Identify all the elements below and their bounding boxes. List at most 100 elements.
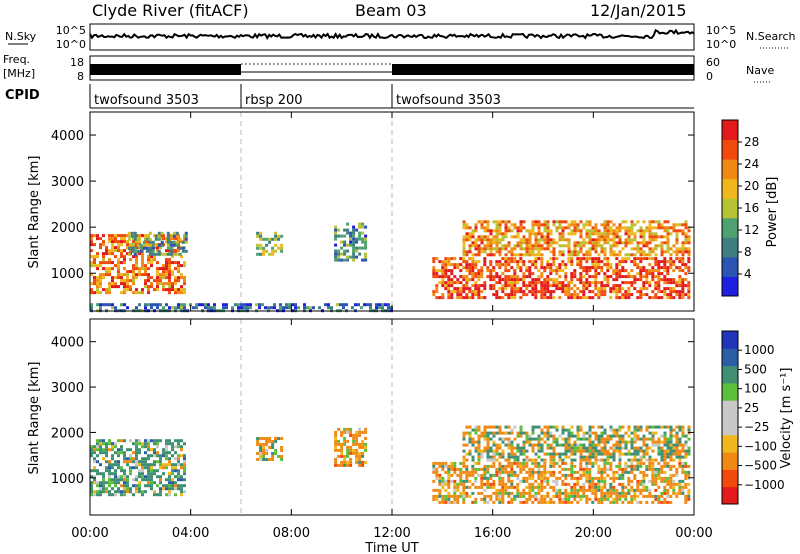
- echo-cell: [564, 244, 568, 248]
- echo-cell: [624, 226, 628, 230]
- echo-cell: [570, 476, 574, 480]
- echo-cell: [468, 272, 472, 276]
- echo-cell: [486, 247, 490, 251]
- echo-cell: [597, 263, 601, 267]
- echo-cell: [528, 284, 532, 288]
- echo-cell: [441, 296, 445, 300]
- echo-cell: [171, 273, 174, 277]
- echo-cell: [117, 448, 120, 452]
- echo-cell: [492, 485, 496, 489]
- echo-cell: [675, 452, 679, 456]
- echo-cell: [648, 455, 652, 459]
- echo-cell: [117, 475, 120, 479]
- echo-cell: [280, 243, 284, 247]
- echo-cell: [540, 431, 544, 435]
- echo-cell: [660, 241, 664, 245]
- echo-cell: [636, 250, 640, 254]
- echo-cell: [522, 464, 526, 468]
- echo-cell: [169, 240, 173, 244]
- echo-cell: [111, 261, 114, 265]
- echo-cell: [171, 478, 174, 482]
- echo-cell: [465, 293, 469, 297]
- echo-cell: [642, 250, 646, 254]
- echo-cell: [358, 231, 362, 235]
- echo-cell: [684, 500, 688, 504]
- echo-cell: [564, 293, 568, 297]
- echo-cell: [280, 458, 284, 461]
- echo-cell: [432, 461, 436, 465]
- echo-cell: [642, 488, 646, 492]
- echo-cell: [153, 439, 156, 443]
- echo-cell: [99, 237, 102, 241]
- echo-cell: [504, 464, 508, 468]
- echo-cell: [519, 257, 523, 261]
- echo-cell: [150, 478, 153, 482]
- echo-cell: [543, 461, 547, 465]
- echo-cell: [114, 234, 117, 238]
- echo-cell: [561, 287, 565, 291]
- echo-cell: [654, 244, 658, 248]
- echo-cell: [444, 263, 448, 267]
- echo-cell: [153, 490, 156, 494]
- echo-cell: [355, 433, 359, 437]
- cpid-segment-label: twofsound 3503: [396, 93, 501, 108]
- echo-cell: [609, 296, 613, 300]
- echo-cell: [567, 296, 571, 300]
- echo-cell: [447, 476, 451, 480]
- echo-cell: [462, 275, 466, 279]
- echo-cell: [651, 458, 655, 462]
- echo-cell: [528, 260, 532, 264]
- echo-cell: [576, 437, 580, 441]
- echo-cell: [285, 306, 288, 310]
- echo-cell: [678, 293, 682, 297]
- echo-cell: [681, 257, 685, 261]
- echo-cell: [558, 244, 562, 248]
- echo-cell: [639, 482, 643, 486]
- echo-cell: [129, 249, 132, 253]
- echo-cell: [474, 238, 478, 242]
- echo-cell: [633, 494, 637, 498]
- echo-cell: [352, 258, 356, 262]
- echo-cell: [666, 461, 670, 465]
- echo-cell: [498, 263, 502, 267]
- echo-cell: [510, 290, 514, 294]
- freq-left-tick-top: 18: [70, 56, 84, 69]
- power-colorbar-tick-label: 12: [744, 223, 759, 237]
- echo-cell: [468, 452, 472, 456]
- echo-cell: [618, 260, 622, 264]
- echo-cell: [573, 241, 577, 245]
- echo-cell: [93, 457, 96, 461]
- echo-cell: [435, 296, 439, 300]
- velocity-colorbar-swatch: [722, 434, 738, 453]
- echo-cell: [108, 463, 111, 467]
- echo-cell: [537, 449, 541, 453]
- echo-cell: [609, 491, 613, 495]
- echo-cell: [612, 470, 616, 474]
- echo-cell: [624, 281, 628, 285]
- echo-cell: [618, 434, 622, 438]
- echo-cell: [105, 469, 108, 473]
- echo-cell: [618, 229, 622, 233]
- echo-cell: [570, 467, 574, 471]
- echo-cell: [486, 476, 490, 480]
- echo-cell: [513, 275, 517, 279]
- echo-cell: [111, 306, 114, 310]
- echo-cell: [573, 244, 577, 248]
- echo-cell: [678, 269, 682, 273]
- echo-cell: [618, 455, 622, 459]
- echo-cell: [645, 278, 649, 282]
- echo-cell: [105, 454, 108, 458]
- echo-cell: [468, 485, 472, 489]
- echo-cell: [135, 484, 138, 488]
- echo-cell: [672, 452, 676, 456]
- echo-cell: [172, 231, 176, 235]
- echo-cell: [618, 443, 622, 447]
- echo-cell: [465, 266, 469, 270]
- echo-cell: [156, 246, 159, 250]
- echo-cell: [528, 491, 532, 495]
- echo-cell: [159, 282, 162, 286]
- echo-cell: [540, 437, 544, 441]
- echo-cell: [165, 448, 168, 452]
- echo-cell: [630, 452, 634, 456]
- echo-cell: [651, 443, 655, 447]
